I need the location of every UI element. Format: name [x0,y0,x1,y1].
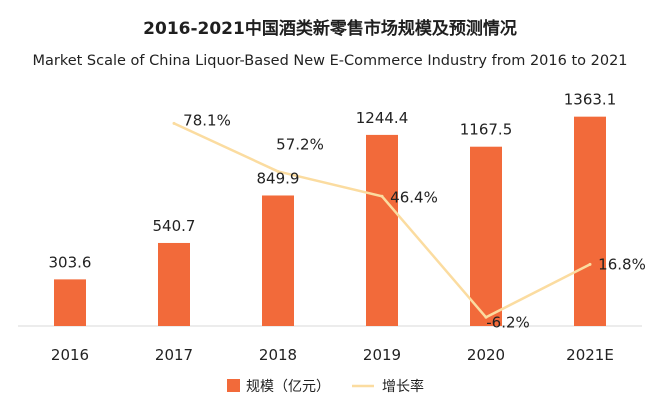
chart-subtitle: Market Scale of China Liquor-Based New E… [32,53,627,69]
x-tick-2017: 2017 [155,346,193,364]
bar-2017 [158,242,190,326]
legend-bar-label: 规模（亿元） [246,379,330,395]
growth-point-2020 [484,315,488,319]
x-tick-2016: 2016 [51,346,89,364]
bar-value-label-2019: 1244.4 [356,109,409,127]
bar-value-label-2018: 849.9 [257,169,300,187]
bar-2020 [470,146,502,326]
x-tick-2020: 2020 [467,346,505,364]
growth-label-2019: 46.4% [390,188,438,206]
bar-2018 [262,195,294,326]
growth-label-2020: -6.2% [486,313,530,331]
bar-value-label-2021E: 1363.1 [564,91,617,109]
bar-value-label-2020: 1167.5 [460,121,513,139]
growth-label-2021E: 16.8% [598,255,646,273]
line-series [172,121,592,319]
growth-point-2017 [172,121,176,125]
legend-line-label: 增长率 [382,378,424,395]
growth-point-2019 [380,194,384,198]
x-tick-2021E: 2021E [566,346,614,364]
x-tick-2018: 2018 [259,346,297,364]
bar-value-labels: 303.6 540.7 849.9 1244.4 1167.5 1363.1 [49,91,617,272]
x-axis-ticks: 2016 2017 2018 2019 2020 2021E [51,346,614,364]
growth-label-2017: 78.1% [183,111,231,129]
bar-series [54,116,606,327]
bar-2021E [574,116,606,327]
bar-value-label-2016: 303.6 [49,253,92,271]
legend: 规模（亿元） 增长率 [227,378,424,395]
x-tick-2019: 2019 [363,346,401,364]
bar-2019 [366,134,398,326]
bar-2016 [54,279,86,326]
growth-point-2021E [588,262,592,266]
line-value-labels: 78.1% 57.2% 46.4% -6.2% 16.8% [183,111,646,331]
legend-bar-swatch [227,379,240,392]
growth-point-2018 [276,169,280,173]
growth-label-2018: 57.2% [276,135,324,153]
bar-value-label-2017: 540.7 [153,217,196,235]
chart-title: 2016-2021中国酒类新零售市场规模及预测情况 [143,18,517,39]
